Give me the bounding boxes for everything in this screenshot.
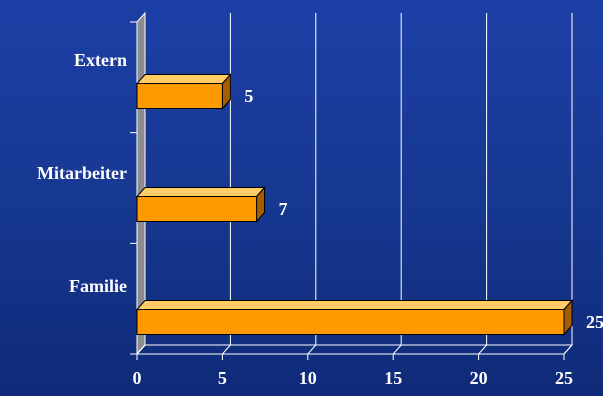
floor bbox=[137, 345, 572, 354]
category-label: Extern bbox=[74, 50, 127, 70]
category-label: Mitarbeiter bbox=[37, 163, 127, 183]
labels: 0 5 10 15 20 25 25 Familie 7 Mitarbeiter 5 Extern bbox=[37, 50, 603, 388]
x-tick-label: 0 bbox=[133, 368, 142, 388]
floor-tick bbox=[564, 345, 572, 354]
floor-tick bbox=[393, 345, 401, 354]
x-tick-label: 10 bbox=[299, 368, 317, 388]
data-label: 5 bbox=[244, 86, 253, 106]
data-label: 25 bbox=[586, 312, 603, 332]
floor-tick bbox=[308, 345, 316, 354]
x-tick-label: 15 bbox=[384, 368, 402, 388]
grid-lines bbox=[230, 13, 572, 345]
x-tick-label: 25 bbox=[555, 368, 573, 388]
bars bbox=[137, 75, 572, 335]
bar-familie bbox=[137, 310, 564, 335]
category-label: Familie bbox=[69, 276, 127, 296]
bar-extern bbox=[137, 84, 222, 109]
bar-mitarbeiter bbox=[137, 197, 257, 222]
bar-top bbox=[137, 188, 265, 197]
bar-top bbox=[137, 75, 230, 84]
x-tick-label: 20 bbox=[470, 368, 488, 388]
floor-tick bbox=[222, 345, 230, 354]
floor-tick bbox=[479, 345, 487, 354]
data-label: 7 bbox=[279, 199, 288, 219]
x-tick-label: 5 bbox=[218, 368, 227, 388]
bar-top bbox=[137, 301, 572, 310]
